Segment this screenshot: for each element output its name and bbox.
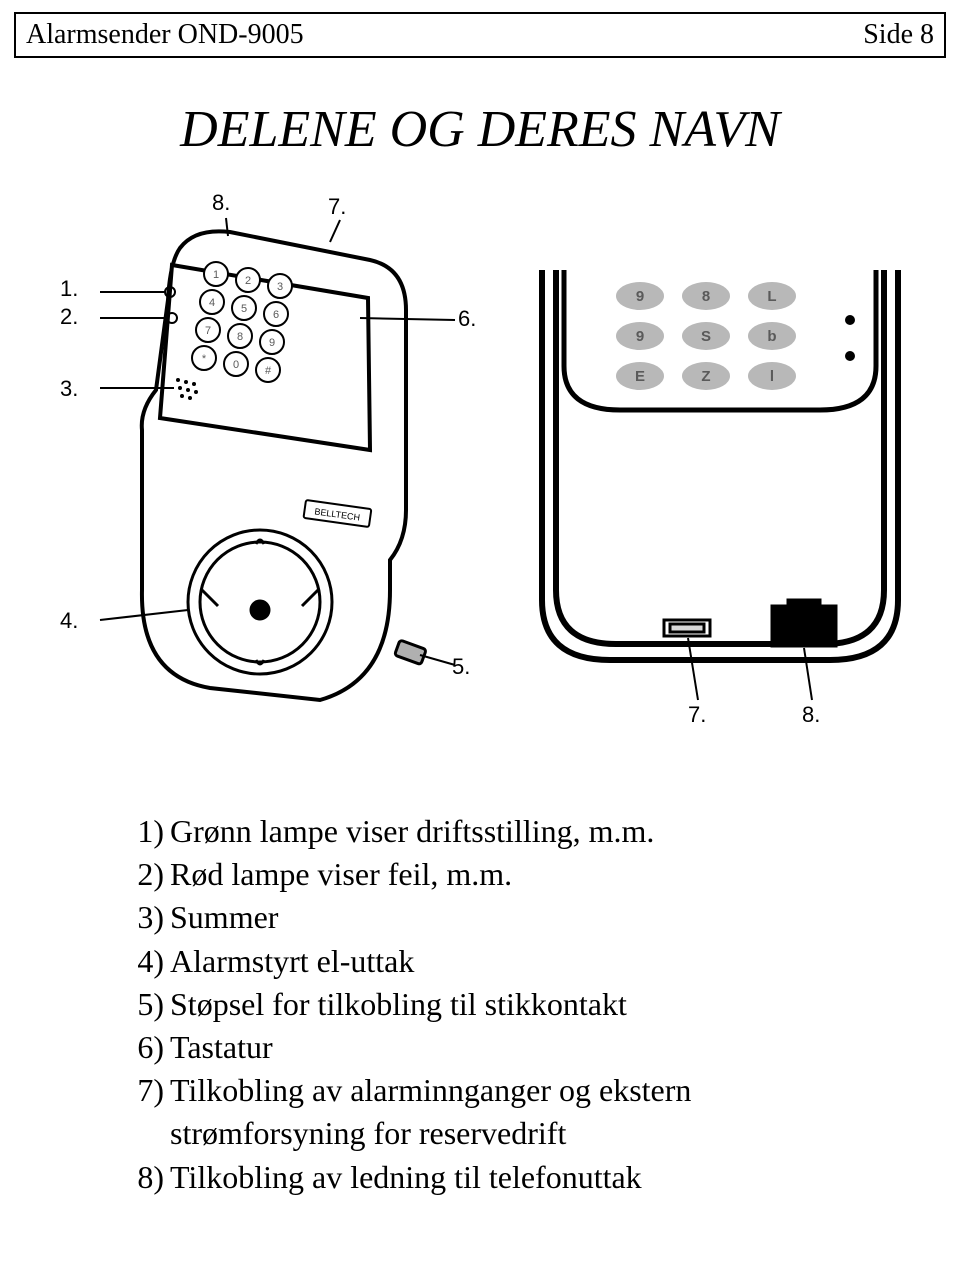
rear-svg: 9 8 L 9 Sb E Zl: [520, 260, 920, 740]
callout-7: 7.: [328, 194, 346, 220]
svg-text:L: L: [767, 288, 776, 305]
svg-text:8: 8: [237, 331, 243, 343]
list-item: 3) Summer: [120, 896, 860, 939]
list-item: 2) Rød lampe viser feil, m.m.: [120, 853, 860, 896]
list-item: 6) Tastatur: [120, 1026, 860, 1069]
svg-text:Z: Z: [701, 368, 710, 385]
svg-text:S: S: [701, 328, 711, 345]
page-header: Alarmsender OND-9005 Side 8: [14, 12, 946, 58]
svg-text:2: 2: [245, 275, 251, 287]
svg-text:b: b: [767, 328, 776, 345]
rear-callout-7: 7.: [688, 702, 706, 728]
callout-2: 2.: [60, 304, 78, 330]
svg-text:9: 9: [636, 328, 644, 345]
header-right: Side 8: [863, 19, 934, 51]
svg-text:0: 0: [233, 359, 239, 371]
callout-4: 4.: [60, 608, 78, 634]
diagram-area: 123456789*0# BELLTECH: [0, 200, 960, 760]
svg-text:9: 9: [269, 337, 275, 349]
svg-text:E: E: [635, 368, 645, 385]
svg-text:l: l: [770, 368, 774, 385]
svg-text:6: 6: [273, 309, 279, 321]
list-item: 1) Grønn lampe viser driftsstilling, m.m…: [120, 810, 860, 853]
svg-text:*: *: [202, 353, 207, 365]
rear-callout-8: 8.: [802, 702, 820, 728]
list-item: 4) Alarmstyrt el-uttak: [120, 940, 860, 983]
callout-5: 5.: [452, 654, 470, 680]
callout-1: 1.: [60, 276, 78, 302]
device-front-view: 123456789*0# BELLTECH: [60, 210, 480, 730]
parts-list: 1) Grønn lampe viser driftsstilling, m.m…: [120, 810, 860, 1199]
callout-6: 6.: [458, 306, 476, 332]
list-item: 5) Støpsel for tilkobling til stikkontak…: [120, 983, 860, 1026]
svg-text:#: #: [265, 365, 272, 377]
front-svg: 123456789*0# BELLTECH: [60, 210, 480, 730]
svg-text:1: 1: [213, 269, 219, 281]
svg-text:5: 5: [241, 303, 247, 315]
list-item: 7) Tilkobling av alarminnganger og ekste…: [120, 1069, 860, 1112]
list-item: 8) Tilkobling av ledning til telefonutta…: [120, 1156, 860, 1199]
device-rear-view: 9 8 L 9 Sb E Zl 7. 8.: [520, 260, 920, 740]
svg-text:3: 3: [277, 281, 283, 293]
callout-3: 3.: [60, 376, 78, 402]
callout-8: 8.: [212, 190, 230, 216]
svg-text:9: 9: [636, 288, 644, 305]
page-title: DELENE OG DERES NAVN: [0, 100, 960, 159]
svg-text:7: 7: [205, 325, 211, 337]
svg-text:8: 8: [702, 288, 710, 305]
list-item: strømforsyning for reservedrift: [120, 1112, 860, 1155]
svg-text:4: 4: [209, 297, 215, 309]
header-left: Alarmsender OND-9005: [26, 19, 304, 51]
